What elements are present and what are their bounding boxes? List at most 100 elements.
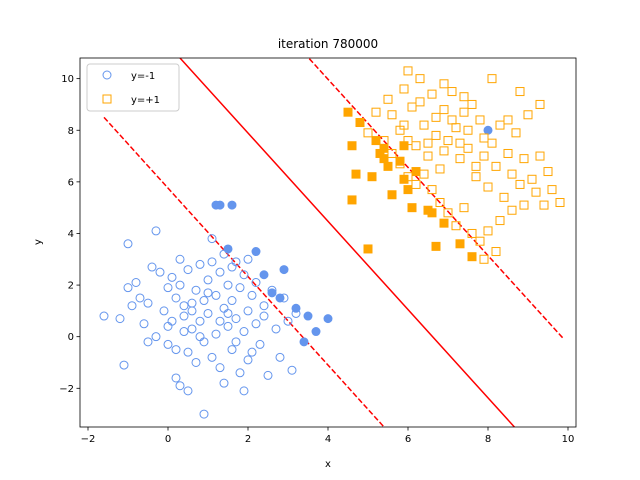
positive-hollow-point [463, 143, 473, 153]
negative-hollow-point [195, 316, 205, 326]
negative-hollow-point [255, 339, 265, 349]
positive-hollow-point [487, 74, 497, 84]
decision-lines [103, 58, 565, 427]
negative-filled-point [279, 265, 289, 275]
x-axis-label: x [325, 459, 331, 470]
positive-hollow-point [475, 236, 485, 246]
negative-hollow-point [239, 386, 249, 396]
negative-filled-point [223, 244, 233, 254]
negative-filled-point [259, 270, 269, 280]
positive-hollow-point [459, 92, 469, 102]
margin-line [307, 58, 565, 340]
axis-ticks: −2 0 2 4 6 8 10 −2 0 2 4 6 8 10 [59, 74, 574, 445]
positive-hollow-point [399, 84, 409, 94]
negative-hollow-point [171, 373, 181, 383]
positive-hollow-point [411, 141, 421, 151]
positive-hollow-point [523, 110, 533, 120]
margin-line [103, 116, 385, 427]
positive-hollow-point [515, 179, 525, 189]
negative-hollow-point [195, 332, 205, 342]
x-tick-label: 10 [562, 434, 575, 445]
negative-hollow-point [163, 339, 173, 349]
negative-hollow-point [235, 283, 245, 293]
positive-filled-point [363, 244, 373, 254]
negative-hollow-point [227, 345, 237, 355]
positive-hollow-point [531, 187, 541, 197]
negative-hollow-point [239, 327, 249, 337]
negative-hollow-point [211, 290, 221, 300]
positive-filled-point [455, 239, 465, 249]
positive-hollow-point [507, 205, 517, 215]
y-tick-label: 0 [68, 332, 74, 343]
positive-hollow-point [411, 179, 421, 189]
negative-hollow-point [275, 352, 285, 362]
positive-hollow-point [487, 138, 497, 148]
negative-hollow-point [215, 267, 225, 277]
negative-filled-point [323, 314, 333, 324]
y-tick-label: 10 [61, 74, 74, 85]
negative-hollow-point [179, 301, 189, 311]
negative-hollow-point [203, 288, 213, 298]
negative-hollow-point [199, 409, 209, 419]
positive-hollow-point [543, 167, 553, 177]
negative-hollow-point [187, 324, 197, 334]
positive-hollow-point [471, 161, 481, 171]
positive-filled-point [367, 172, 377, 182]
negative-filled-point [483, 125, 493, 135]
positive-filled-point [395, 156, 405, 166]
positive-hollow-point [439, 105, 449, 115]
positive-hollow-point [403, 66, 413, 76]
negative-hollow-point [219, 378, 229, 388]
negative-hollow-point [211, 329, 221, 339]
y-tick-label: −2 [59, 384, 74, 395]
legend-marker-positive [102, 94, 112, 104]
negative-hollow-point [179, 327, 189, 337]
negative-hollow-point [131, 277, 141, 287]
negative-hollow-point [175, 381, 185, 391]
plot-frame [79, 57, 577, 428]
positive-filled-point [379, 154, 389, 164]
positive-hollow-point [423, 151, 433, 161]
positive-filled-point [467, 252, 477, 262]
positive-filled-point [347, 141, 357, 151]
positive-hollow-point [515, 87, 525, 97]
negative-hollow-point [207, 234, 217, 244]
legend-box [86, 63, 180, 112]
negative-hollow-point [199, 296, 209, 306]
negative-hollow-point [135, 293, 145, 303]
negative-hollow-point [207, 257, 217, 267]
positive-hollow-point [483, 226, 493, 236]
positive-hollow-point [455, 138, 465, 148]
positive-hollow-point [415, 74, 425, 84]
positive-hollow-point [519, 200, 529, 210]
positive-hollow-point [435, 164, 445, 174]
positive-hollow-point [427, 185, 437, 195]
negative-hollow-point [163, 283, 173, 293]
negative-hollow-point [119, 360, 129, 370]
positive-hollow-point [519, 154, 529, 164]
positive-hollow-point [423, 138, 433, 148]
x-tick-label: 0 [165, 434, 171, 445]
negative-hollow-point [123, 239, 133, 249]
positive-hollow-point [447, 115, 457, 125]
negative-hollow-point [251, 319, 261, 329]
negative-hollow-point [183, 347, 193, 357]
legend-label-positive: y=+1 [131, 95, 160, 106]
positive-filled-point [431, 241, 441, 251]
positive-filled-point [407, 203, 417, 213]
positive-hollow-point [491, 161, 501, 171]
negative-hollow-point [115, 314, 125, 324]
negative-hollow-point [155, 267, 165, 277]
negative-filled-point [251, 247, 261, 257]
positive-hollow-point [443, 136, 453, 146]
negative-hollow-point [235, 368, 245, 378]
negative-hollow-point [187, 298, 197, 308]
negative-hollow-point [271, 324, 281, 334]
negative-filled-point [227, 200, 237, 210]
negative-hollow-point [143, 337, 153, 347]
negative-hollow-point [223, 321, 233, 331]
positive-filled-point [411, 167, 421, 177]
x-tick-label: 6 [405, 434, 411, 445]
positive-hollow-point [491, 247, 501, 257]
positive-hollow-point [383, 94, 393, 104]
